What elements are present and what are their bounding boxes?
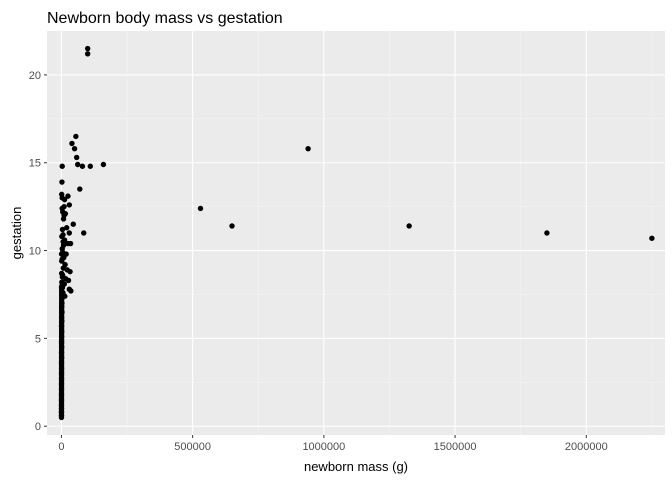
data-point xyxy=(69,140,75,147)
x-tick-label: 2000000 xyxy=(565,441,608,453)
y-tick-label: 0 xyxy=(35,421,41,433)
data-point xyxy=(73,133,79,140)
data-point xyxy=(305,145,311,152)
data-point xyxy=(71,145,78,152)
data-point xyxy=(59,205,65,212)
y-tick-label: 5 xyxy=(35,333,41,345)
data-point xyxy=(59,233,65,240)
x-tick-label: 0 xyxy=(58,441,64,453)
data-point xyxy=(66,230,73,236)
data-point xyxy=(59,179,65,185)
data-point xyxy=(70,221,76,227)
data-point xyxy=(68,288,74,294)
x-axis: 0 500000 1000000 1500000 2000000 xyxy=(58,435,608,453)
major-gridlines xyxy=(47,31,665,435)
plot-panel xyxy=(47,31,665,435)
y-tick-label: 10 xyxy=(29,246,41,258)
data-point xyxy=(63,225,70,231)
x-axis-title: newborn mass (g) xyxy=(304,459,408,474)
data-point xyxy=(100,161,107,168)
data-point xyxy=(61,212,67,219)
data-point xyxy=(61,196,68,203)
data-point xyxy=(67,268,73,275)
data-point xyxy=(75,161,81,168)
x-tick-label: 1000000 xyxy=(302,441,345,453)
minor-gridlines xyxy=(47,31,665,435)
x-tick-label: 500000 xyxy=(174,441,211,453)
y-axis-title: gestation xyxy=(9,207,24,260)
data-point xyxy=(60,239,66,245)
data-point xyxy=(79,163,86,169)
data-point xyxy=(77,186,83,192)
data-point xyxy=(406,223,412,229)
data-point xyxy=(65,193,71,199)
data-point xyxy=(229,223,235,229)
y-axis: 0 5 10 15 20 xyxy=(29,70,47,433)
data-point xyxy=(59,163,65,169)
data-point xyxy=(197,205,204,212)
data-point xyxy=(84,45,91,52)
data-point xyxy=(84,51,91,57)
data-point xyxy=(59,279,65,285)
data-point xyxy=(66,202,73,208)
chart-title: Newborn body mass vs gestation xyxy=(47,10,283,27)
data-point xyxy=(65,277,72,284)
y-tick-label: 15 xyxy=(29,158,41,170)
data-point xyxy=(649,235,655,241)
x-tick-label: 1500000 xyxy=(434,441,477,453)
data-points xyxy=(58,45,655,421)
data-point xyxy=(87,163,93,169)
y-tick-label: 20 xyxy=(29,70,41,82)
data-point xyxy=(544,230,550,236)
data-point xyxy=(59,274,66,280)
data-point xyxy=(81,230,87,236)
data-point xyxy=(60,249,66,256)
data-point xyxy=(58,284,65,290)
data-point xyxy=(73,154,80,161)
data-point xyxy=(59,226,66,233)
data-point xyxy=(59,258,65,264)
data-point xyxy=(67,240,74,247)
